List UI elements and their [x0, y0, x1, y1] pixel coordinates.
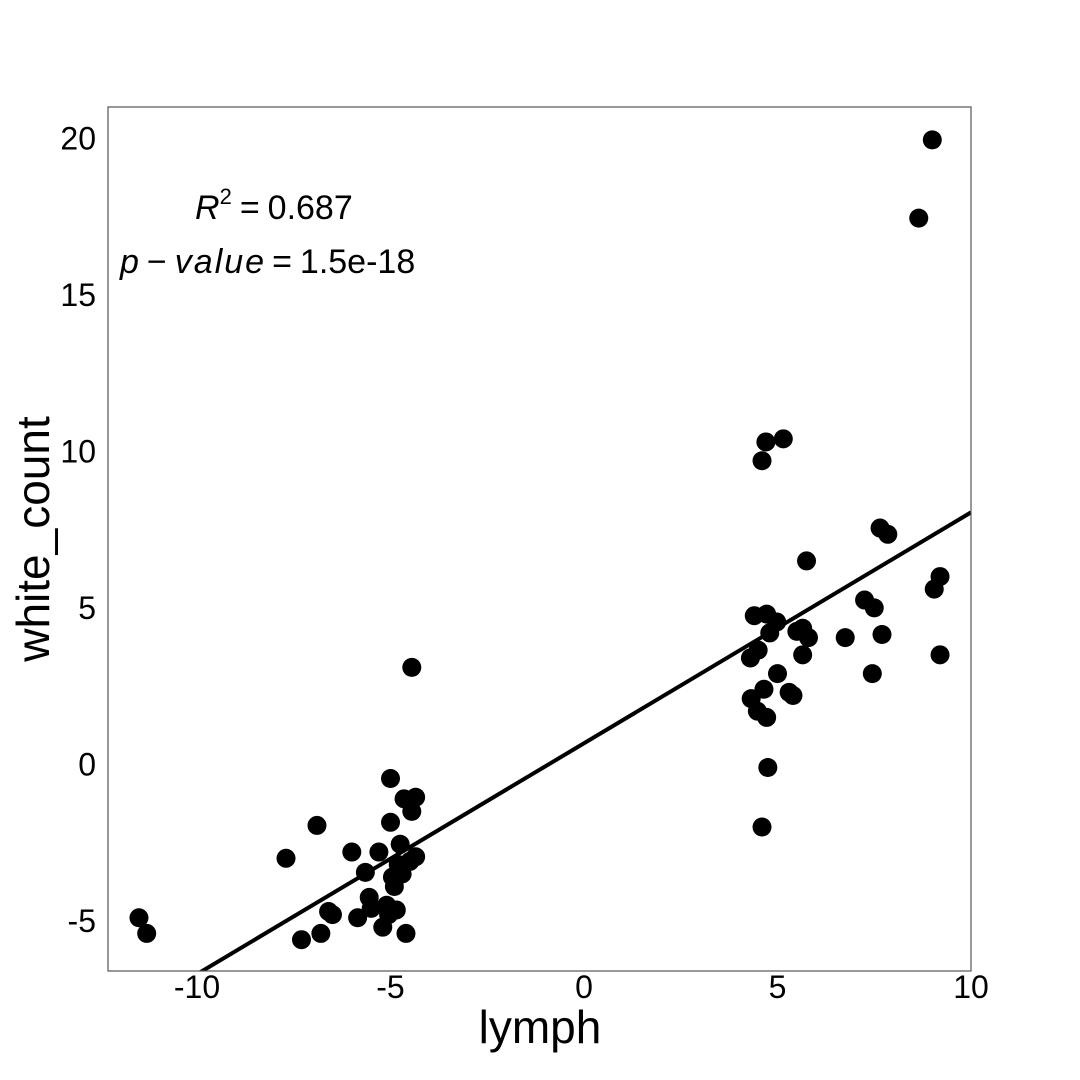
data-point: [909, 208, 929, 228]
r-squared-annotation: R2 = 0.687: [195, 184, 353, 227]
data-point: [835, 628, 855, 648]
data-point: [783, 686, 803, 706]
r-squared-superscript: 2: [220, 184, 232, 209]
data-point: [797, 551, 817, 571]
data-point: [381, 812, 401, 832]
data-point: [922, 130, 942, 150]
data-point: [748, 640, 768, 660]
data-point: [930, 645, 950, 665]
data-point: [798, 628, 818, 648]
data-point: [369, 842, 389, 862]
data-point: [756, 432, 776, 452]
x-tick-label: -10: [174, 969, 220, 1005]
data-point: [872, 624, 892, 644]
data-point: [381, 768, 401, 788]
r-squared-equals: =: [240, 189, 260, 227]
y-tick-label: 15: [60, 277, 96, 313]
y-tick-label: 0: [78, 746, 96, 782]
p-value-word: value: [175, 243, 266, 281]
r-squared-value: 0.687: [268, 189, 353, 227]
plot-area-frame: [107, 106, 972, 972]
data-point: [129, 908, 149, 928]
data-point: [864, 598, 884, 618]
data-point: [752, 451, 772, 471]
data-point: [322, 905, 342, 925]
data-point: [406, 847, 426, 867]
data-point: [930, 567, 950, 587]
data-point: [291, 930, 311, 950]
x-tick-label: 5: [769, 969, 787, 1005]
x-axis-title: lymph: [479, 1001, 602, 1053]
data-point: [862, 664, 882, 684]
data-point: [773, 429, 793, 449]
data-point: [390, 834, 410, 854]
data-point: [348, 908, 368, 928]
p-value-minus: −: [147, 243, 167, 281]
x-tick-label: 0: [575, 969, 593, 1005]
data-point: [386, 900, 406, 920]
y-tick-label: 5: [78, 590, 96, 626]
data-point: [311, 923, 331, 943]
p-value-p: p: [119, 243, 139, 281]
p-value-number: 1.5e-18: [300, 243, 415, 281]
x-tick-label: 10: [953, 969, 989, 1005]
data-point: [361, 898, 381, 918]
data-point: [342, 842, 362, 862]
p-value-equals: =: [272, 243, 292, 281]
x-tick-label: -5: [376, 969, 404, 1005]
p-value-annotation: p − value = 1.5e-18: [119, 243, 415, 281]
plot-contents: [129, 130, 971, 971]
data-point: [767, 612, 787, 632]
data-point: [276, 848, 296, 868]
data-point: [758, 758, 778, 778]
data-point: [793, 645, 813, 665]
data-point: [757, 707, 777, 727]
y-tick-label: 20: [60, 120, 96, 156]
data-point: [402, 657, 422, 677]
y-tick-label: 10: [60, 433, 96, 469]
y-tick-label: -5: [68, 903, 96, 939]
data-point: [768, 664, 788, 684]
data-point: [752, 817, 772, 837]
r-squared-symbol: R: [195, 189, 220, 227]
data-point: [754, 679, 774, 699]
data-point: [406, 787, 426, 807]
data-point: [355, 862, 375, 882]
regression-line: [198, 510, 971, 971]
data-point: [878, 524, 898, 544]
y-axis-title: white_count: [7, 416, 59, 663]
data-point: [137, 923, 157, 943]
data-point: [396, 923, 416, 943]
data-point: [307, 815, 327, 835]
